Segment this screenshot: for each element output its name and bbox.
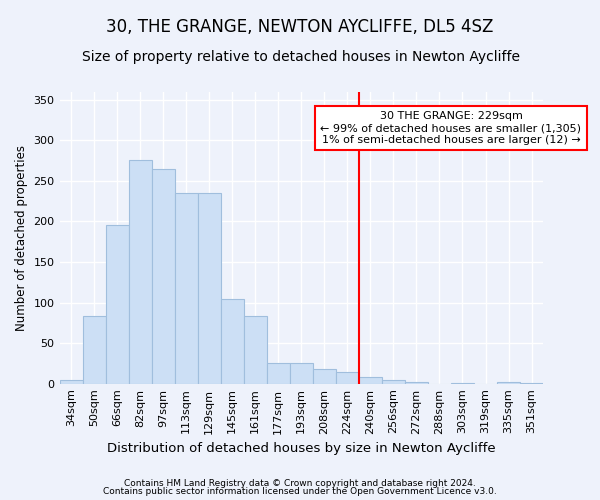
- Bar: [197, 193, 221, 384]
- Bar: [405, 382, 428, 384]
- Bar: [128, 160, 152, 384]
- Bar: [106, 224, 128, 384]
- Text: Contains public sector information licensed under the Open Government Licence v3: Contains public sector information licen…: [103, 487, 497, 496]
- Bar: [152, 168, 175, 384]
- Bar: [244, 316, 267, 384]
- Bar: [359, 377, 382, 384]
- Text: Contains HM Land Registry data © Crown copyright and database right 2024.: Contains HM Land Registry data © Crown c…: [124, 478, 476, 488]
- Bar: [520, 383, 543, 384]
- Y-axis label: Number of detached properties: Number of detached properties: [15, 144, 28, 330]
- Bar: [175, 193, 197, 384]
- Bar: [221, 300, 244, 384]
- X-axis label: Distribution of detached houses by size in Newton Aycliffe: Distribution of detached houses by size …: [107, 442, 496, 455]
- Bar: [313, 369, 336, 384]
- Bar: [267, 364, 290, 384]
- Bar: [290, 364, 313, 384]
- Text: 30 THE GRANGE: 229sqm
← 99% of detached houses are smaller (1,305)
1% of semi-de: 30 THE GRANGE: 229sqm ← 99% of detached …: [320, 112, 581, 144]
- Text: 30, THE GRANGE, NEWTON AYCLIFFE, DL5 4SZ: 30, THE GRANGE, NEWTON AYCLIFFE, DL5 4SZ: [106, 18, 494, 36]
- Title: Size of property relative to detached houses in Newton Aycliffe: Size of property relative to detached ho…: [82, 50, 520, 64]
- Bar: [59, 380, 83, 384]
- Bar: [83, 316, 106, 384]
- Bar: [451, 383, 474, 384]
- Bar: [336, 372, 359, 384]
- Bar: [497, 382, 520, 384]
- Bar: [382, 380, 405, 384]
